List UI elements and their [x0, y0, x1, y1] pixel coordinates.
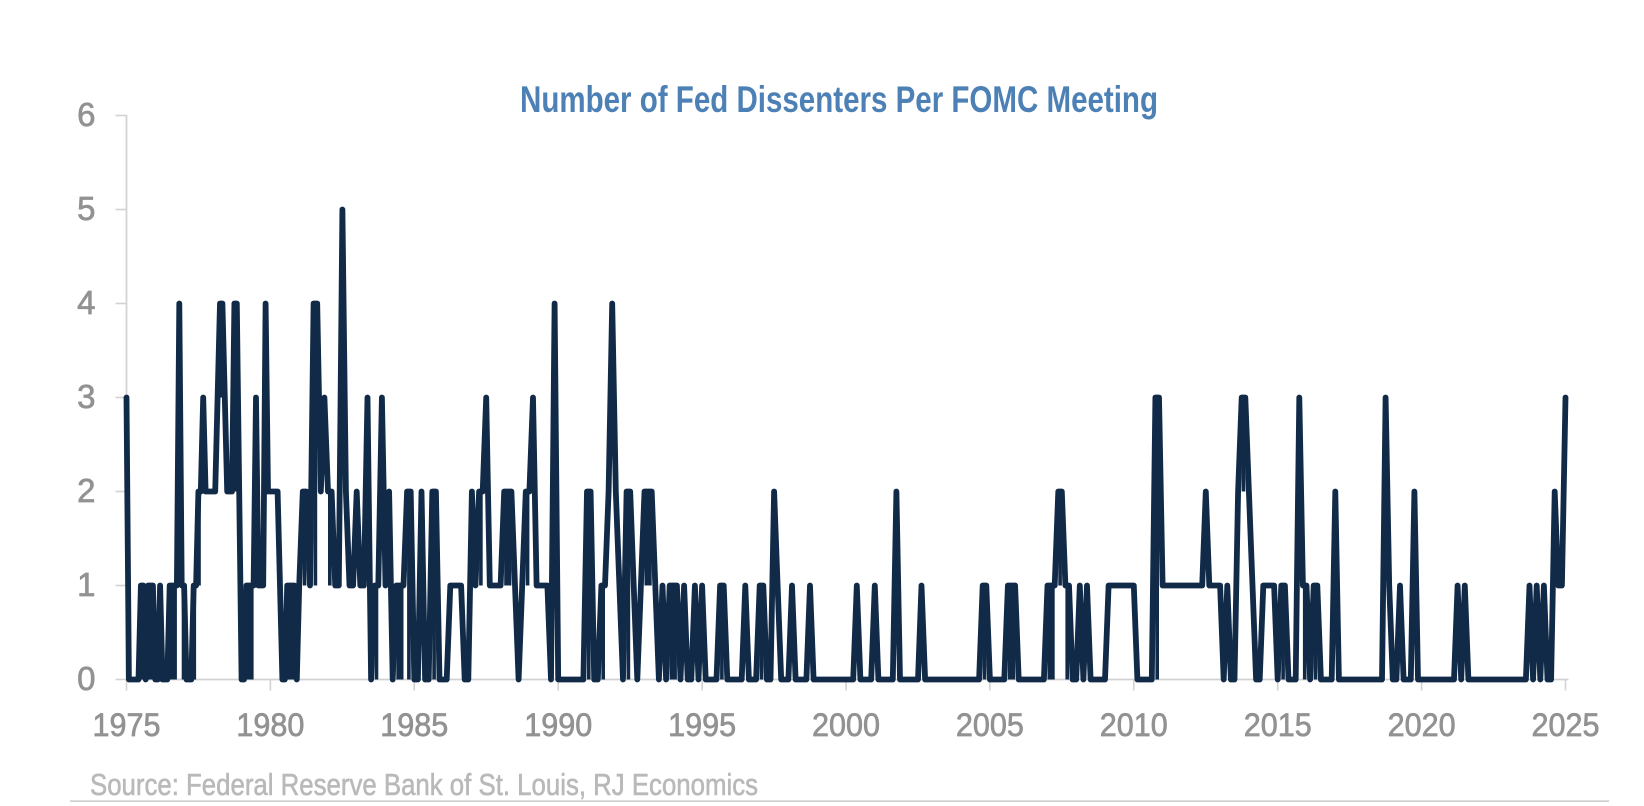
svg-text:2010: 2010 [1100, 707, 1168, 743]
svg-text:1980: 1980 [236, 707, 304, 743]
svg-text:5: 5 [77, 190, 95, 227]
svg-text:1: 1 [77, 566, 95, 603]
svg-text:2000: 2000 [812, 707, 880, 743]
svg-text:1990: 1990 [524, 707, 592, 743]
svg-text:2015: 2015 [1244, 707, 1312, 743]
svg-text:Number of Fed Dissenters Per F: Number of Fed Dissenters Per FOMC Meetin… [520, 79, 1158, 120]
svg-text:1975: 1975 [93, 707, 161, 743]
svg-text:3: 3 [77, 378, 95, 415]
svg-text:2: 2 [77, 472, 95, 509]
svg-text:6: 6 [77, 96, 95, 133]
svg-text:2025: 2025 [1532, 707, 1600, 743]
svg-text:1985: 1985 [380, 707, 448, 743]
svg-text:Source: Federal Reserve Bank o: Source: Federal Reserve Bank of St. Loui… [90, 767, 758, 802]
svg-text:0: 0 [77, 660, 95, 697]
svg-text:2020: 2020 [1388, 707, 1456, 743]
svg-text:4: 4 [77, 284, 95, 321]
svg-text:2005: 2005 [956, 707, 1024, 743]
svg-text:1995: 1995 [668, 707, 736, 743]
